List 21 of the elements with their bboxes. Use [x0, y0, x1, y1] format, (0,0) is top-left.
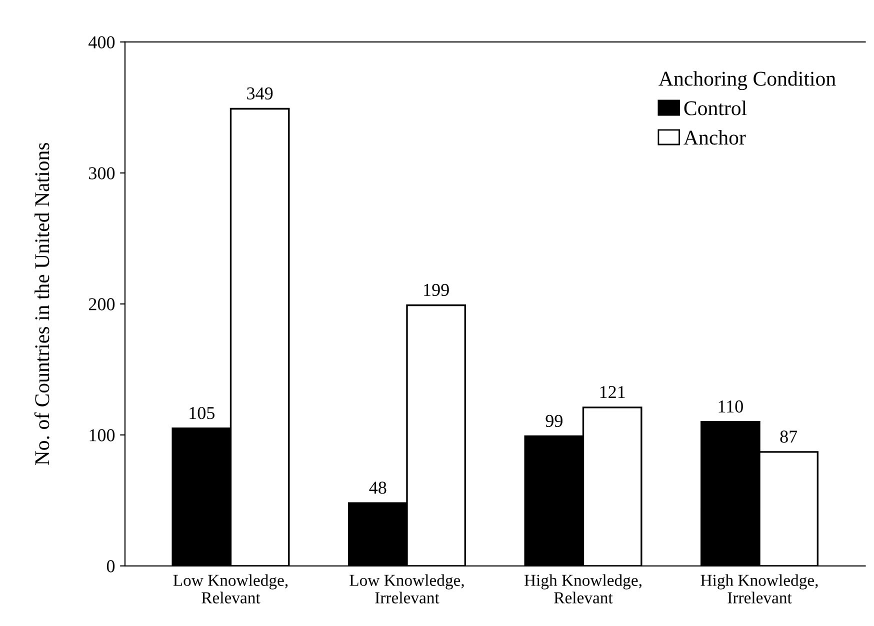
data-label: 349 — [247, 87, 273, 100]
y-tick-label: 200 — [88, 298, 115, 310]
y-tick-label: 0 — [106, 560, 115, 572]
data-label: 48 — [369, 482, 386, 494]
data-label: 87 — [780, 430, 798, 443]
data-label: 110 — [718, 400, 743, 413]
data-label: 121 — [600, 386, 625, 398]
legend-title: Anchoring Condition — [658, 71, 836, 90]
data-label: 99 — [546, 414, 562, 427]
legend-label: Control — [684, 100, 747, 116]
y-axis-title: No. of Countries in the United Nations — [34, 142, 50, 466]
y-tick-label: 300 — [89, 167, 115, 180]
x-tick-label: High Knowledge, Relevant — [524, 574, 642, 604]
x-tick-label: Low Knowledge, Relevant — [173, 574, 288, 604]
legend-label: Anchor — [684, 130, 746, 145]
x-tick-label: Low Knowledge, Irrelevant — [350, 574, 464, 604]
x-tick-label: High Knowledge, Irrelevant — [700, 574, 818, 604]
data-label: 105 — [190, 406, 214, 420]
y-tick-label: 400 — [88, 36, 115, 48]
y-tick-label: 100 — [90, 429, 115, 442]
data-label: 199 — [424, 284, 449, 296]
